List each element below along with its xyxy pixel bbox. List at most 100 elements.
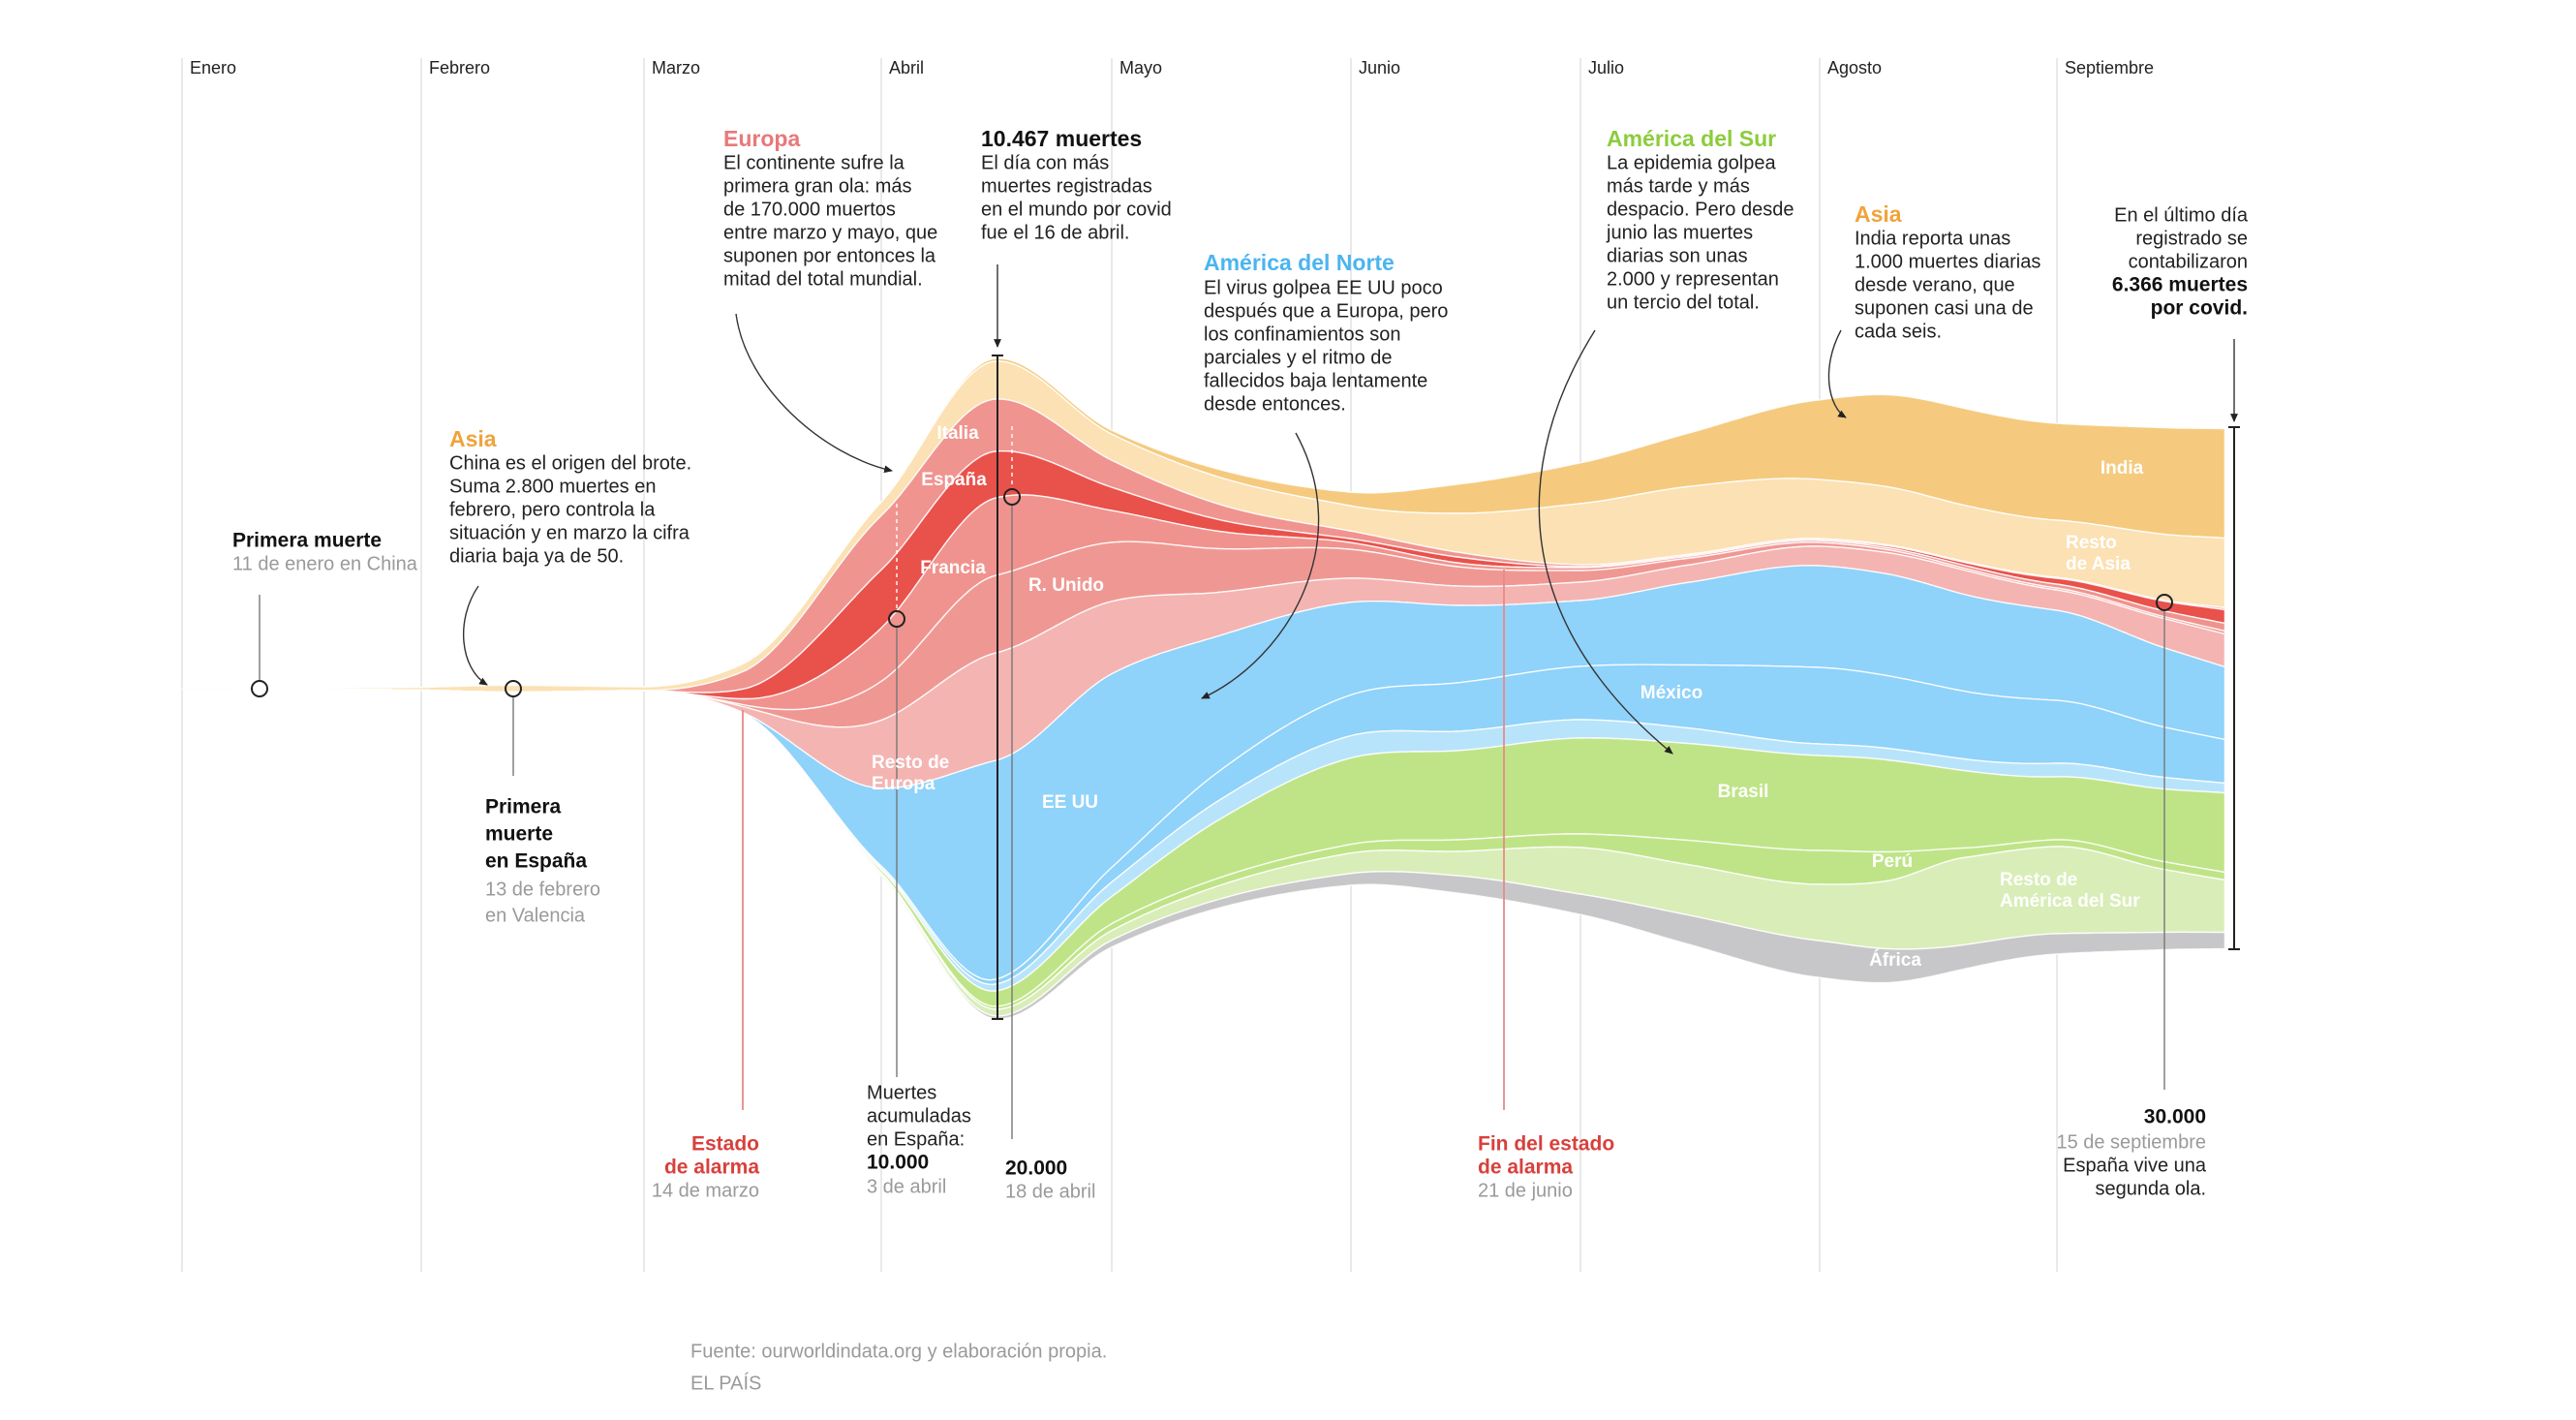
america-norte-arrow xyxy=(1201,432,1320,699)
series-label: de Asia xyxy=(2066,554,2131,574)
month-label: Febrero xyxy=(429,58,490,77)
spain-20000-value: 20.000 xyxy=(1005,1158,1067,1180)
month-label: Julio xyxy=(1588,58,1624,77)
month-label: Abril xyxy=(889,58,924,77)
peak-text: en el mundo por covid xyxy=(981,199,1172,220)
spain-30000-text: segunda ola. xyxy=(2095,1178,2206,1199)
america-norte-text: fallecidos baja lentamente xyxy=(1204,370,1427,391)
fin-alarma-date: 21 de junio xyxy=(1478,1180,1573,1201)
fin-alarma-title: Fin del estado xyxy=(1478,1133,1614,1156)
america-norte-title: América del Norte xyxy=(1204,250,1395,275)
asia-china-arrow xyxy=(462,585,488,686)
spain-20000-date: 18 de abril xyxy=(1005,1181,1095,1202)
peak-title: 10.467 muertes xyxy=(981,126,1142,151)
spain-10000-text: acumuladas xyxy=(867,1105,971,1127)
series-label: Resto xyxy=(2066,533,2117,553)
spain-30000-marker xyxy=(2156,594,2173,611)
series-label: EE UU xyxy=(1042,792,1098,813)
estado-alarma-date: 14 de marzo xyxy=(652,1180,759,1201)
series-label: Resto de xyxy=(872,753,949,773)
america-sur-text: 2.000 y representan xyxy=(1607,268,1779,290)
asia-china-text: China es el origen del brote. xyxy=(449,452,691,474)
peak-text: fue el 16 de abril. xyxy=(981,222,1129,243)
first-death-spain-title: en España xyxy=(485,850,587,873)
series-area-africa xyxy=(182,688,2226,1020)
europa-text: primera gran ola: más xyxy=(723,175,912,197)
month-label: Septiembre xyxy=(2065,58,2154,77)
first-death-spain-title: muerte xyxy=(485,823,553,846)
spain-10000-value: 10.000 xyxy=(867,1152,929,1174)
first-death-spain-title: Primera xyxy=(485,796,562,818)
month-label: Junio xyxy=(1359,58,1400,77)
europa-text: de 170.000 muertos xyxy=(723,199,896,220)
america-norte-text: El virus golpea EE UU poco xyxy=(1204,277,1443,298)
america-norte-text: desde entonces. xyxy=(1204,393,1346,415)
month-label: Marzo xyxy=(652,58,700,77)
annotation-marks xyxy=(251,264,2240,1139)
series-label: Brasil xyxy=(1718,782,1769,802)
asia-india-text: desde verano, que xyxy=(1855,274,2015,295)
america-sur-text: más tarde y más xyxy=(1607,175,1750,197)
spain-30000-date: 15 de septiembre xyxy=(2056,1131,2206,1153)
asia-china-text: diaria baja ya de 50. xyxy=(449,545,624,567)
america-norte-text: los confinamientos son xyxy=(1204,324,1400,345)
first-death-spain-marker xyxy=(505,680,522,697)
asia-india-text: India reporta unas xyxy=(1855,228,2010,249)
fin-alarma-title: de alarma xyxy=(1478,1157,1573,1179)
first-death-title: Primera muerte xyxy=(232,530,382,552)
estado-alarma-title: Estado xyxy=(691,1133,759,1156)
spain-10000-text: en España: xyxy=(867,1128,965,1150)
europa-text: El continente sufre la xyxy=(723,152,905,173)
last-day-text: contabilizaron xyxy=(2129,251,2248,272)
first-death-date: 11 de enero en China xyxy=(232,553,418,574)
first-death-spain-date: en Valencia xyxy=(485,905,586,926)
spain-10000-marker xyxy=(888,610,905,628)
europa-text: entre marzo y mayo, que xyxy=(723,222,937,243)
spain-30000-value: 30.000 xyxy=(2144,1106,2206,1128)
stream-layers xyxy=(182,357,2226,1020)
last-day-text: registrado se xyxy=(2135,228,2248,249)
america-sur-text: La epidemia golpea xyxy=(1607,152,1776,173)
europa-text: suponen por entonces la xyxy=(723,245,936,266)
series-label: América del Sur xyxy=(2000,891,2140,911)
last-day-text: En el último día xyxy=(2114,204,2249,226)
first-death-spain-date: 13 de febrero xyxy=(485,879,600,900)
asia-china-text: situación y en marzo la cifra xyxy=(449,522,690,543)
brand-name: EL PAÍS xyxy=(690,1372,761,1394)
last-day-total: 6.366 muertes xyxy=(2112,274,2248,296)
america-sur-text: despacio. Pero desde xyxy=(1607,199,1794,220)
spain-20000-marker xyxy=(1003,488,1021,506)
spain-10000-date: 3 de abril xyxy=(867,1176,946,1197)
series-label: R. Unido xyxy=(1028,575,1104,596)
peak-text: muertes registradas xyxy=(981,175,1152,197)
series-label: Francia xyxy=(920,558,986,578)
series-label: México xyxy=(1641,683,1702,703)
month-label: Enero xyxy=(190,58,236,77)
america-sur-arrow xyxy=(1538,329,1673,755)
estado-alarma-title: de alarma xyxy=(664,1157,759,1179)
america-sur-text: un tercio del total. xyxy=(1607,292,1760,313)
series-label: España xyxy=(921,470,987,490)
europa-title: Europa xyxy=(723,126,800,151)
america-norte-text: parciales y el ritmo de xyxy=(1204,347,1393,368)
asia-india-text: cada seis. xyxy=(1855,321,1942,342)
month-label: Agosto xyxy=(1827,58,1882,77)
america-sur-title: América del Sur xyxy=(1607,126,1776,151)
asia-china-text: Suma 2.800 muertes en xyxy=(449,476,656,497)
series-label: Resto de xyxy=(2000,870,2077,890)
asia-china-text: febrero, pero controla la xyxy=(449,499,656,520)
month-label: Mayo xyxy=(1119,58,1162,77)
europa-text: mitad del total mundial. xyxy=(723,268,923,290)
asia-india-text: 1.000 muertes diarias xyxy=(1855,251,2040,272)
spain-30000-text: España vive una xyxy=(2063,1155,2207,1176)
spain-10000-text: Muertes xyxy=(867,1082,936,1103)
america-norte-text: después que a Europa, pero xyxy=(1204,300,1448,322)
asia-india-text: suponen casi una de xyxy=(1855,297,2034,319)
series-label: Italia xyxy=(936,423,979,444)
america-sur-text: junio las muertes xyxy=(1606,222,1753,243)
asia-china-title: Asia xyxy=(449,426,497,451)
